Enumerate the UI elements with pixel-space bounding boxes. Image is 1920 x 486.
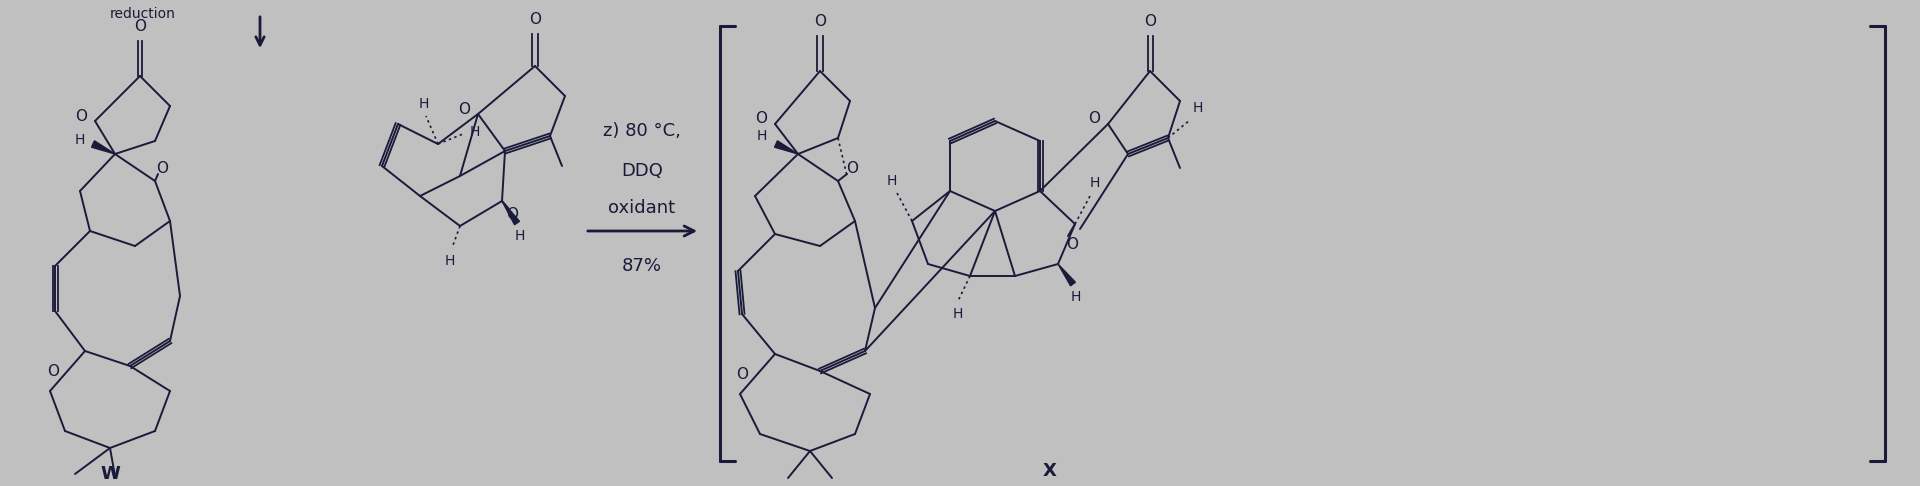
Text: O: O — [459, 102, 470, 117]
Text: O: O — [507, 207, 518, 222]
Text: O: O — [847, 160, 858, 175]
Polygon shape — [92, 141, 115, 154]
Polygon shape — [1058, 264, 1075, 286]
Text: H: H — [952, 307, 964, 321]
Text: z) 80 °C,: z) 80 °C, — [603, 122, 682, 140]
Text: O: O — [1066, 237, 1077, 251]
Text: DDQ: DDQ — [620, 162, 662, 180]
Text: X: X — [1043, 462, 1056, 480]
Text: 87%: 87% — [622, 257, 662, 275]
Text: O: O — [735, 366, 749, 382]
Text: H: H — [419, 97, 430, 111]
Text: O: O — [134, 18, 146, 34]
Polygon shape — [501, 201, 520, 225]
Text: oxidant: oxidant — [609, 199, 676, 217]
Text: O: O — [1144, 14, 1156, 29]
Text: reduction: reduction — [109, 7, 177, 21]
Polygon shape — [774, 141, 799, 154]
Text: H: H — [470, 125, 480, 139]
Text: O: O — [46, 364, 60, 379]
Text: H: H — [1192, 101, 1204, 115]
Text: H: H — [756, 129, 768, 143]
Text: O: O — [755, 110, 766, 125]
Text: H: H — [1071, 290, 1081, 304]
Text: H: H — [515, 229, 526, 243]
Text: O: O — [75, 108, 86, 123]
Text: H: H — [445, 254, 455, 268]
Text: O: O — [1089, 110, 1100, 125]
Text: O: O — [814, 14, 826, 29]
Text: H: H — [887, 174, 897, 188]
Text: H: H — [1091, 176, 1100, 190]
Text: W: W — [100, 465, 119, 483]
Text: H: H — [75, 133, 84, 147]
Text: O: O — [530, 12, 541, 27]
Text: O: O — [156, 160, 169, 175]
